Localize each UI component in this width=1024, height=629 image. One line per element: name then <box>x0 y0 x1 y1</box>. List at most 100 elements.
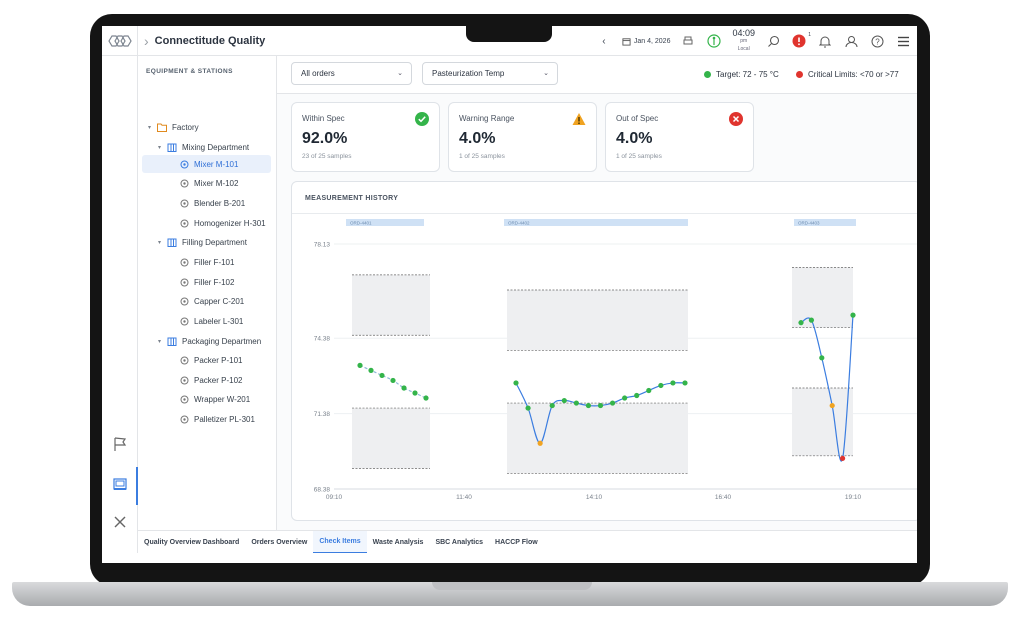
alert-icon[interactable]: 1 <box>791 32 811 49</box>
top-bar: › Connectitude Quality ‹ Jan 4, 2026 04:… <box>102 26 917 56</box>
tree-node-station[interactable]: Filler F-102 <box>178 273 234 291</box>
tab-orders-overview[interactable]: Orders Overview <box>251 538 308 546</box>
x-tick-label: 11:40 <box>456 494 472 501</box>
data-point <box>840 455 846 461</box>
clock: 04:09 pm Local <box>732 29 755 53</box>
tree-label-station: Packer P-102 <box>194 375 243 385</box>
data-point <box>549 402 555 409</box>
signal-icon[interactable] <box>706 33 722 49</box>
menu-icon[interactable] <box>895 33 911 49</box>
tree-node-station[interactable]: Capper C-201 <box>178 292 244 310</box>
data-point <box>368 367 374 373</box>
data-point <box>829 402 835 409</box>
parameter-select-value: Pasteurization Temp <box>432 69 505 78</box>
station-icon[interactable] <box>112 476 128 492</box>
tree-label-station: Filler F-101 <box>194 257 235 267</box>
stat-value: 92.0% <box>302 130 348 147</box>
tree-node-station[interactable]: Labeler L-301 <box>178 312 243 330</box>
print-icon[interactable] <box>680 33 696 49</box>
tools-icon[interactable] <box>112 514 128 530</box>
red-dot-icon <box>796 71 803 78</box>
limit-band <box>507 403 688 474</box>
order-label-bar <box>504 219 688 226</box>
order-label: ORD-4403 <box>798 221 820 226</box>
tree-node-factory[interactable]: ▾ Factory <box>148 118 199 136</box>
tree-node-mixing-department[interactable]: ▾ Mixing Department <box>158 138 249 156</box>
building-icon <box>166 336 178 346</box>
tree-node-station[interactable]: Blender B-201 <box>178 194 245 212</box>
tree-node-station[interactable]: Packer P-101 <box>178 351 242 369</box>
legend-critical: Critical Limits: <70 or >77 <box>796 70 899 79</box>
tree-node-station[interactable]: Wrapper W-201 <box>178 390 250 408</box>
main-panel: All orders ⌄ Pasteurization Temp ⌄ Targe… <box>277 56 917 530</box>
chevron-left-icon[interactable]: ‹ <box>602 35 606 47</box>
tree-node-station[interactable]: Filler F-101 <box>178 253 234 271</box>
tree-node-station[interactable]: Palletizer PL-301 <box>178 410 255 428</box>
limit-band <box>507 289 688 351</box>
check-circle-icon <box>415 112 429 126</box>
gear-icon <box>178 376 190 385</box>
logo-icon[interactable] <box>102 26 138 56</box>
data-point <box>379 372 385 379</box>
data-point <box>357 362 363 368</box>
stat-label: Warning Range <box>459 114 515 123</box>
green-dot-icon <box>704 71 711 78</box>
data-point <box>798 320 804 326</box>
date-picker[interactable]: Jan 4, 2026 <box>622 37 670 46</box>
flag-icon[interactable] <box>112 436 128 452</box>
tab-waste-analysis[interactable]: Waste Analysis <box>372 538 424 546</box>
tab-haccp-flow[interactable]: HACCP Flow <box>495 538 538 546</box>
tree-node-filling-department[interactable]: ▾ Filling Department <box>158 233 247 251</box>
data-point <box>513 380 519 386</box>
tab-sbc-analytics[interactable]: SBC Analytics <box>435 538 484 546</box>
tree-label-station: Filler F-102 <box>194 277 235 287</box>
orders-select-value: All orders <box>301 69 335 78</box>
gear-icon <box>178 219 190 228</box>
tree-node-station[interactable]: Mixer M-102 <box>178 174 238 192</box>
tree-label-station: Blender B-201 <box>194 198 246 208</box>
order-label-bar <box>346 219 424 226</box>
data-point <box>808 317 815 323</box>
data-point <box>573 400 579 406</box>
order-label: ORD-4401 <box>350 221 372 226</box>
limit-band <box>352 408 430 469</box>
filter-bar: All orders ⌄ Pasteurization Temp ⌄ Targe… <box>277 56 917 94</box>
parameter-select[interactable]: Pasteurization Temp ⌄ <box>422 62 558 85</box>
stat-card-warning-range: Warning Range 4.0% 1 of 25 samples <box>448 102 597 172</box>
search-icon[interactable] <box>765 33 781 49</box>
tab-quality-overview-dashboard[interactable]: Quality Overview Dashboard <box>144 538 240 546</box>
tree-node-station[interactable]: Packer P-102 <box>178 371 242 389</box>
tree-node-mixer-m-101[interactable]: Mixer M-101 <box>142 155 271 173</box>
stat-value: 4.0% <box>459 130 496 147</box>
tab-check-items[interactable]: Check Items <box>313 530 367 553</box>
gear-icon <box>178 160 190 169</box>
stat-sub: 1 of 25 samples <box>459 153 505 160</box>
help-icon[interactable]: ? <box>869 33 885 49</box>
icon-rail <box>102 56 138 553</box>
tree-node-packaging-department[interactable]: ▾ Packaging Departmen <box>158 332 261 350</box>
tree-label-factory: Factory <box>172 122 199 132</box>
warning-triangle-icon <box>572 113 586 125</box>
tree-node-station[interactable]: Homogenizer H-301 <box>178 214 266 232</box>
order-label: ORD-4402 <box>508 221 530 226</box>
chart-divider <box>292 213 917 214</box>
tree-label-station: Palletizer PL-301 <box>194 414 255 424</box>
app-title: Connectitude Quality <box>154 34 266 47</box>
gear-icon <box>178 179 190 188</box>
data-point <box>609 400 616 406</box>
orders-select[interactable]: All orders ⌄ <box>291 62 412 85</box>
tree-label-station: Homogenizer H-301 <box>194 218 266 228</box>
stat-label: Within Spec <box>302 114 345 123</box>
data-point <box>819 355 825 361</box>
calendar-icon <box>622 37 631 46</box>
y-tick-label: 71.38 <box>314 411 331 418</box>
y-tick-label: 68.38 <box>314 487 331 494</box>
bell-icon[interactable] <box>817 33 833 49</box>
data-point <box>682 380 688 386</box>
data-point <box>412 390 418 396</box>
laptop-groove <box>432 582 592 590</box>
gear-icon <box>178 258 190 267</box>
y-tick-label: 74.38 <box>314 336 331 343</box>
user-icon[interactable] <box>843 33 859 49</box>
